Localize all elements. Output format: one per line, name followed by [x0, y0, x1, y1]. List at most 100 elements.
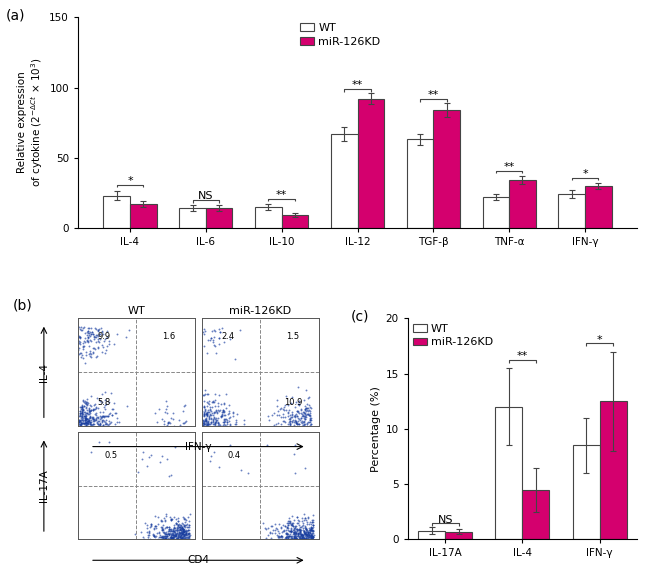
Point [199, 409, 209, 418]
Point [99, 335, 110, 344]
Point [179, 521, 189, 531]
Point [211, 418, 222, 427]
Point [97, 412, 107, 421]
Point [206, 397, 216, 407]
Point [172, 534, 182, 543]
Point [79, 418, 90, 427]
Legend: WT, miR-126KD: WT, miR-126KD [296, 19, 385, 51]
Point [297, 531, 307, 540]
Point [138, 534, 149, 543]
Point [80, 415, 90, 425]
Point [78, 413, 88, 422]
Point [289, 527, 300, 536]
Point [172, 534, 183, 543]
Point [81, 413, 91, 422]
Point [88, 405, 98, 415]
Point [179, 514, 189, 523]
Point [214, 421, 224, 430]
Point [216, 409, 227, 418]
Point [171, 530, 181, 539]
Point [288, 521, 298, 531]
Point [289, 532, 299, 541]
Point [304, 520, 314, 529]
Point [75, 420, 86, 429]
Point [88, 419, 98, 429]
Point [100, 346, 110, 355]
Point [209, 408, 219, 418]
Point [177, 524, 188, 534]
Point [202, 398, 213, 408]
Point [75, 419, 86, 429]
Point [90, 404, 101, 413]
Point [289, 525, 299, 535]
Point [302, 514, 313, 523]
Point [174, 531, 184, 540]
Point [290, 528, 300, 537]
Point [285, 520, 296, 530]
Point [289, 420, 300, 429]
Point [306, 517, 317, 526]
Point [302, 519, 312, 528]
Point [299, 420, 309, 429]
Point [218, 410, 229, 419]
Point [204, 405, 214, 414]
Point [303, 418, 313, 427]
Text: (a): (a) [5, 9, 25, 23]
Point [109, 398, 119, 408]
Point [105, 388, 116, 397]
Text: 9.9: 9.9 [97, 332, 110, 341]
Point [304, 417, 315, 426]
Point [291, 416, 301, 425]
Point [302, 526, 312, 535]
Point [86, 405, 97, 414]
Point [306, 419, 316, 429]
Point [297, 412, 307, 421]
Point [179, 527, 190, 536]
Point [204, 412, 214, 422]
Text: 10.9: 10.9 [283, 398, 302, 407]
Point [83, 418, 94, 427]
Point [296, 533, 306, 542]
Point [202, 389, 213, 398]
Point [306, 533, 316, 542]
Point [166, 526, 176, 535]
Point [148, 530, 159, 539]
Point [85, 351, 96, 361]
Point [155, 530, 165, 539]
Point [89, 415, 99, 425]
Point [304, 414, 315, 423]
Point [288, 518, 298, 527]
Point [144, 528, 155, 537]
Point [80, 416, 90, 425]
Point [165, 534, 176, 543]
Point [96, 347, 107, 357]
Point [77, 401, 87, 411]
Point [205, 418, 216, 427]
Point [291, 531, 302, 541]
Point [143, 530, 153, 539]
Point [292, 525, 303, 534]
Point [201, 409, 211, 419]
Point [222, 418, 233, 427]
Point [83, 409, 94, 419]
Point [291, 409, 302, 418]
Point [302, 529, 313, 538]
Bar [418, 531, 445, 539]
Point [161, 509, 171, 519]
Text: *: * [127, 176, 133, 186]
Point [285, 414, 295, 423]
Point [145, 535, 155, 544]
Point [202, 402, 213, 411]
Point [80, 416, 90, 426]
Point [177, 518, 187, 527]
Point [73, 417, 84, 426]
Point [97, 417, 107, 426]
Point [276, 531, 286, 541]
Point [92, 404, 103, 413]
Point [180, 520, 190, 529]
Point [80, 415, 90, 425]
Point [166, 530, 177, 539]
Bar [599, 401, 627, 539]
Point [199, 402, 209, 411]
Point [213, 420, 224, 430]
